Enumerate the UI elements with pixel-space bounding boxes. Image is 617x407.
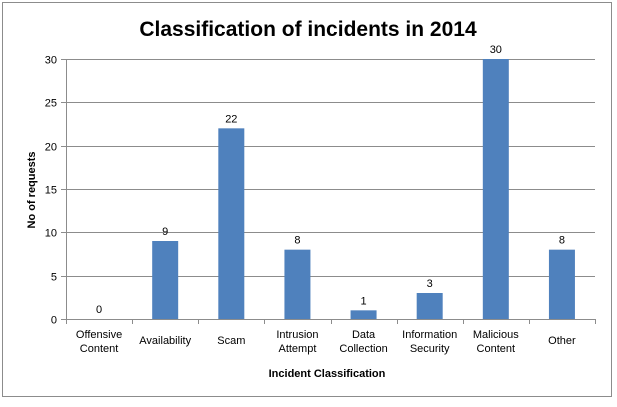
data-label: 0: [96, 304, 102, 316]
data-label: 8: [294, 235, 300, 247]
chart-frame: Classification of incidents in 2014 0 9 22…: [2, 2, 612, 397]
bar: [284, 249, 311, 319]
bars: [152, 59, 575, 319]
y-tick-label: 5: [51, 272, 57, 284]
bar: [152, 241, 179, 319]
data-label: 30: [490, 44, 502, 56]
y-tick-label: 20: [45, 142, 57, 154]
x-tick-label: Offensive Content: [76, 329, 122, 355]
x-tick-label: Data Collection: [339, 329, 387, 355]
x-axis-title: Incident Classification: [269, 368, 386, 380]
gridlines: [66, 59, 595, 277]
y-tick-label: 10: [45, 228, 57, 240]
y-tick-label: 30: [45, 55, 57, 67]
bar: [218, 128, 245, 319]
x-tick-label: Availability: [139, 335, 191, 347]
data-labels: 0 9 22 8 1 3 30 8: [96, 44, 565, 316]
data-label: 1: [361, 295, 367, 307]
data-label: 8: [559, 235, 565, 247]
x-tick-label: Scam: [217, 335, 245, 347]
y-tick-label: 0: [51, 315, 57, 327]
chart-title: Classification of incidents in 2014: [139, 18, 477, 41]
x-tick-label: Information Security: [402, 329, 457, 355]
y-tick-labels: 0 5 10 15 20 25 30: [45, 55, 57, 327]
y-tick-label: 15: [45, 185, 57, 197]
x-tick-label: Malicious Content: [473, 329, 519, 355]
data-label: 9: [162, 226, 168, 238]
bar-chart: Classification of incidents in 2014 0 9 22…: [26, 18, 596, 380]
y-axis-title: No of requests: [26, 151, 38, 228]
axes: [61, 59, 596, 324]
x-tick-labels: Offensive Content Availability Scam Intrusio…: [76, 329, 576, 355]
x-tick-label: Intrusion Attempt: [276, 329, 318, 355]
bar: [482, 59, 509, 319]
bar: [548, 249, 575, 319]
data-label: 22: [225, 113, 237, 125]
bar: [416, 293, 443, 319]
bar: [350, 310, 377, 319]
data-label: 3: [427, 278, 433, 290]
x-tick-label: Other: [548, 335, 576, 347]
y-tick-label: 25: [45, 98, 57, 110]
